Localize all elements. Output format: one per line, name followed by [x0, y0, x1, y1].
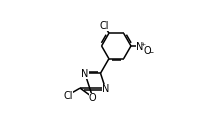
Text: −: −	[148, 50, 154, 55]
Text: N: N	[102, 84, 109, 94]
Text: O: O	[144, 46, 152, 56]
Text: Cl: Cl	[63, 91, 73, 101]
Text: +: +	[141, 42, 146, 47]
Text: Cl: Cl	[99, 20, 109, 31]
Text: N: N	[81, 69, 88, 79]
Text: N: N	[136, 42, 144, 52]
Text: O: O	[89, 93, 97, 103]
